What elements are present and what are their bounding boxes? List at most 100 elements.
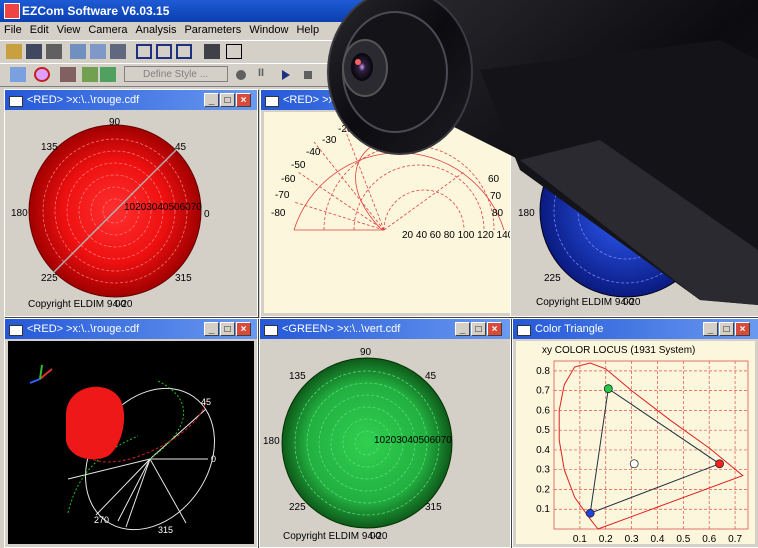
window-titlebar[interactable]: Color Triangle _ □ × bbox=[513, 319, 758, 339]
window-blue-polar: 180 225 315 0 10203040506070 Copyright E… bbox=[510, 89, 758, 317]
angle-label: 180 bbox=[518, 208, 535, 219]
primary-point bbox=[715, 459, 724, 469]
maximize-button[interactable]: □ bbox=[220, 322, 235, 336]
window-titlebar[interactable]: <RED> >x:\..\ bbox=[261, 90, 513, 110]
paste-icon[interactable] bbox=[90, 44, 106, 59]
menu-view[interactable]: View bbox=[56, 24, 81, 36]
close-button[interactable]: × bbox=[236, 322, 251, 336]
angle-label: 180 bbox=[11, 208, 28, 219]
angle-tick: -60 bbox=[281, 174, 296, 185]
window-red-polar: <RED> >x:\..\rouge.cdf _ □ × 90 135 45 1… bbox=[4, 89, 258, 317]
angle-label: 90 bbox=[360, 347, 372, 358]
window-title: <GREEN> >x:\..\vert.cdf bbox=[282, 323, 401, 335]
angle-tick: -70 bbox=[275, 190, 290, 201]
bottom-scale: 20 40 60 80 100 120 140 bbox=[402, 230, 514, 241]
secondary-toolbar: Define Style ... II bbox=[0, 63, 758, 87]
angle-label: 135 bbox=[41, 142, 58, 153]
angle-label: 135 bbox=[289, 371, 306, 382]
radial-scale: 10203040506070 bbox=[124, 202, 202, 213]
window-titlebar[interactable]: <GREEN> >x:\..\vert.cdf _ □ × bbox=[260, 319, 510, 339]
menu-parameters[interactable]: Parameters bbox=[184, 24, 242, 36]
window-title: <RED> >x:\..\rouge.cdf bbox=[27, 94, 140, 106]
polar-plot-red: 90 135 45 180 0 225 315 10203040506070 C… bbox=[8, 112, 254, 313]
maximize-button[interactable]: □ bbox=[471, 322, 486, 336]
angle-label: 0 bbox=[709, 209, 715, 220]
y-tick-label: 0.2 bbox=[536, 484, 550, 495]
record-icon[interactable] bbox=[236, 70, 246, 80]
window-title: <RED> >x:\..\ bbox=[283, 94, 350, 106]
minimize-button[interactable]: _ bbox=[455, 322, 470, 336]
angle-label: 0 bbox=[204, 209, 210, 220]
window-title: <RED> >x:\..\rouge.cdf bbox=[27, 323, 140, 335]
angle-tick: -30 bbox=[322, 135, 337, 146]
x-tick-label: 0.6 bbox=[702, 534, 716, 544]
stop-icon[interactable] bbox=[304, 71, 312, 79]
copyright-text: Copyright ELDIM 94-20 bbox=[28, 299, 133, 310]
maximize-button[interactable]: □ bbox=[719, 322, 734, 336]
angle-label: 45 bbox=[201, 397, 212, 407]
print-icon[interactable] bbox=[46, 44, 62, 59]
tile-vertical-icon[interactable] bbox=[156, 44, 172, 59]
angle-tick: -80 bbox=[271, 208, 286, 219]
close-button[interactable]: × bbox=[735, 322, 750, 336]
window-titlebar[interactable]: <RED> >x:\..\rouge.cdf _ □ × bbox=[5, 90, 257, 110]
angle-label: 315 bbox=[679, 273, 696, 284]
menu-file[interactable]: File bbox=[4, 24, 22, 36]
menu-edit[interactable]: Edit bbox=[29, 24, 49, 36]
y-tick-label: 0.4 bbox=[536, 445, 550, 456]
plot-frame bbox=[553, 360, 749, 530]
play-icon[interactable] bbox=[282, 70, 290, 80]
color-locus-chart: xy COLOR LOCUS (1931 System) 0.8 0.7 0.6 0.… bbox=[516, 341, 755, 544]
cascade-icon[interactable] bbox=[176, 44, 192, 59]
copyright-year: 00 bbox=[623, 297, 635, 308]
menu-camera[interactable]: Camera bbox=[88, 24, 128, 36]
window-icon bbox=[517, 325, 531, 336]
y-tick-label: 0.1 bbox=[536, 504, 550, 515]
angle-label: 90 bbox=[109, 117, 121, 128]
maximize-button[interactable]: □ bbox=[220, 93, 235, 107]
menu-window[interactable]: Window bbox=[249, 24, 289, 36]
close-button[interactable]: × bbox=[487, 322, 502, 336]
copy-icon[interactable] bbox=[70, 44, 86, 59]
display-icon[interactable] bbox=[204, 44, 220, 59]
window-green-polar: <GREEN> >x:\..\vert.cdf _ □ × 90 135 45 … bbox=[259, 318, 511, 548]
angle-label: 315 bbox=[425, 502, 442, 513]
close-button[interactable]: × bbox=[236, 93, 251, 107]
main-toolbar bbox=[0, 40, 758, 64]
x-tick-label: 0.4 bbox=[651, 534, 665, 544]
polar-plot-green: 90 135 45 180 225 315 10203040506070 Cop… bbox=[263, 341, 507, 544]
x-tick-label: 0.7 bbox=[728, 534, 742, 544]
minimize-button[interactable]: _ bbox=[204, 322, 219, 336]
chart-icon[interactable] bbox=[82, 67, 98, 82]
style-dropdown[interactable]: Define Style ... bbox=[124, 66, 228, 82]
angle-label: 225 bbox=[544, 273, 561, 284]
menu-bar: File Edit View Camera Analysis Parameters Wind… bbox=[0, 22, 758, 40]
clear-icon[interactable] bbox=[34, 67, 50, 82]
chart-title: xy COLOR LOCUS (1931 System) bbox=[542, 345, 696, 356]
menu-analysis[interactable]: Analysis bbox=[135, 24, 177, 36]
help-icon[interactable] bbox=[226, 44, 242, 59]
save-icon[interactable] bbox=[26, 44, 42, 59]
minimize-button[interactable]: _ bbox=[703, 322, 718, 336]
graph-icon[interactable] bbox=[100, 67, 116, 82]
cut-icon[interactable] bbox=[60, 67, 76, 82]
angle-tick: 70 bbox=[490, 191, 502, 202]
pause-icon[interactable]: II bbox=[258, 67, 265, 79]
angle-label: 0 bbox=[211, 454, 217, 464]
angle-label: 315 bbox=[175, 273, 192, 284]
primary-point bbox=[603, 384, 613, 394]
window-icon bbox=[9, 96, 23, 107]
tile-horizontal-icon[interactable] bbox=[136, 44, 152, 59]
open-icon[interactable] bbox=[6, 44, 22, 59]
zoom-icon[interactable] bbox=[10, 67, 26, 82]
window-icon bbox=[9, 325, 23, 336]
minimize-button[interactable]: _ bbox=[204, 93, 219, 107]
profile-svg bbox=[293, 126, 505, 231]
x-tick-label: 0.5 bbox=[676, 534, 690, 544]
properties-icon[interactable] bbox=[110, 44, 126, 59]
angle-label: 180 bbox=[263, 436, 280, 447]
menu-help[interactable]: Help bbox=[296, 24, 320, 36]
app-icon bbox=[4, 3, 20, 19]
window-titlebar[interactable]: <RED> >x:\..\rouge.cdf _ □ × bbox=[5, 319, 257, 339]
y-tick-label: 0.3 bbox=[536, 465, 550, 476]
